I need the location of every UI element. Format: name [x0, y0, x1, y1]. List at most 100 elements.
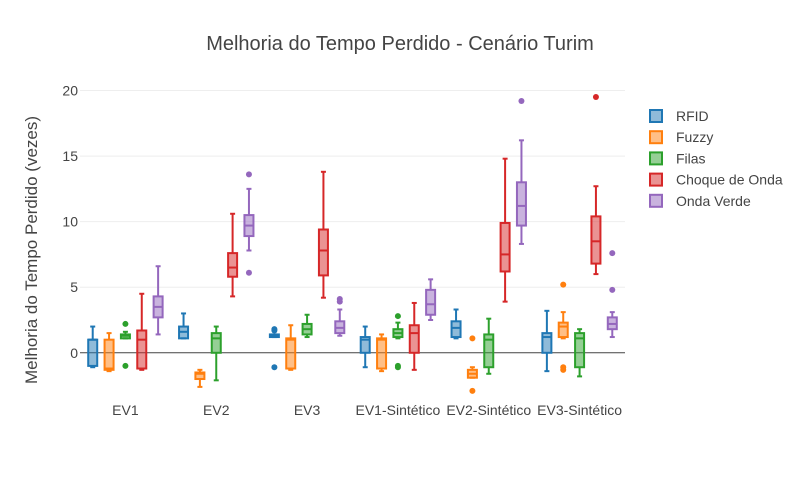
x-tick-label: EV2-Sintético [446, 402, 531, 418]
legend-label: Choque de Onda [676, 172, 783, 188]
legend-item-onda-verde[interactable]: Onda Verde [649, 193, 751, 209]
box-mark [243, 171, 255, 276]
y-axis-label: Melhoria do Tempo Perdido (vezes) [22, 116, 41, 384]
box-mark [425, 278, 437, 321]
box-mark [606, 250, 618, 339]
legend-swatch [649, 109, 663, 123]
box-mark [557, 281, 569, 373]
box-mark [590, 94, 602, 276]
legend-label: Fuzzy [676, 129, 713, 145]
box-body [557, 321, 569, 339]
box-mark [483, 317, 495, 375]
grid-lines [80, 89, 625, 354]
box-body [317, 228, 329, 277]
box-mark [178, 312, 190, 340]
legend-label: RFID [676, 108, 709, 124]
x-tick-label: EV3 [294, 402, 321, 418]
box-mark [499, 157, 511, 303]
legend-item-fuzzy[interactable]: Fuzzy [649, 129, 713, 145]
legend-item-rfid[interactable]: RFID [649, 108, 709, 124]
box-body [590, 215, 602, 265]
outlier-point [271, 327, 278, 334]
outlier-point [469, 335, 476, 342]
outlier-point [469, 387, 476, 394]
x-tick-label: EV2 [203, 402, 230, 418]
outlier-point [245, 269, 252, 276]
box-series [87, 94, 618, 394]
outlier-point [560, 281, 567, 288]
box-body [227, 252, 239, 278]
box-mark [301, 313, 313, 339]
box-body [515, 181, 527, 227]
y-tick-labels: 0 5 10 15 20 [62, 82, 78, 360]
box-body [103, 338, 115, 371]
series-onda-verde [152, 97, 618, 339]
legend-item-filas[interactable]: Filas [649, 150, 706, 166]
outlier-point [122, 362, 129, 369]
outlier-point [271, 364, 278, 371]
x-tick-label: EV1-Sintético [356, 402, 441, 418]
box-mark [103, 332, 115, 373]
box-mark [152, 265, 164, 336]
x-tick-label: EV1 [112, 402, 139, 418]
outlier-point [560, 366, 567, 373]
box-body [210, 332, 222, 354]
box-body [574, 332, 586, 369]
box-body [285, 337, 297, 370]
outlier-point [122, 320, 129, 327]
box-mark [574, 328, 586, 378]
y-tick-label: 0 [70, 345, 78, 361]
outlier-point [609, 286, 616, 293]
box-mark [450, 308, 462, 340]
box-mark [317, 170, 329, 299]
legend-item-choque-de-onda[interactable]: Choque de Onda [649, 172, 783, 188]
box-mark [541, 309, 553, 373]
box-mark [466, 335, 478, 394]
box-mark [285, 324, 297, 371]
legend-swatch [649, 130, 663, 145]
x-tick-label: EV3-Sintético [537, 402, 622, 418]
box-body [194, 371, 206, 381]
series-fuzzy [103, 281, 569, 394]
series-choque-de-onda [136, 94, 602, 371]
box-mark [392, 313, 404, 371]
y-tick-label: 15 [62, 148, 78, 164]
box-body [450, 320, 462, 339]
legend-label: Filas [676, 150, 706, 166]
outlier-point [394, 313, 401, 320]
y-tick-label: 5 [70, 279, 78, 295]
box-body [359, 336, 371, 354]
box-mark [515, 97, 527, 245]
legend-swatch [649, 193, 663, 208]
legend-swatch [649, 151, 663, 166]
box-mark [359, 325, 371, 369]
y-tick-label: 10 [62, 214, 78, 230]
x-tick-labels: EV1 EV2 EV3 EV1-Sintético EV2-Sintético EV3-S… [112, 402, 622, 418]
box-body [425, 288, 437, 316]
box-body [408, 324, 420, 354]
box-body [499, 221, 511, 273]
outlier-point [609, 250, 616, 257]
legend[interactable]: RFID Fuzzy Filas Choque de Onda Onda Verde [649, 108, 783, 209]
legend-label: Onda Verde [676, 193, 751, 209]
box-mark [87, 325, 99, 369]
box-body [87, 338, 99, 367]
chart-title: Melhoria do Tempo Perdido - Cenário Turi… [206, 33, 594, 55]
box-mark [334, 296, 346, 337]
legend-swatch [649, 172, 663, 187]
box-mark [376, 333, 388, 373]
outlier-point [592, 94, 599, 101]
series-filas [119, 313, 586, 382]
y-tick-label: 20 [62, 82, 78, 98]
outlier-point [394, 364, 401, 371]
box-mark [119, 320, 131, 369]
outlier-point [336, 298, 343, 305]
box-mark [227, 212, 239, 298]
box-body [541, 332, 553, 354]
box-body [483, 333, 495, 369]
box-mark [136, 292, 148, 371]
box-mark [210, 325, 222, 382]
outlier-point [518, 97, 525, 104]
box-mark [194, 368, 206, 388]
